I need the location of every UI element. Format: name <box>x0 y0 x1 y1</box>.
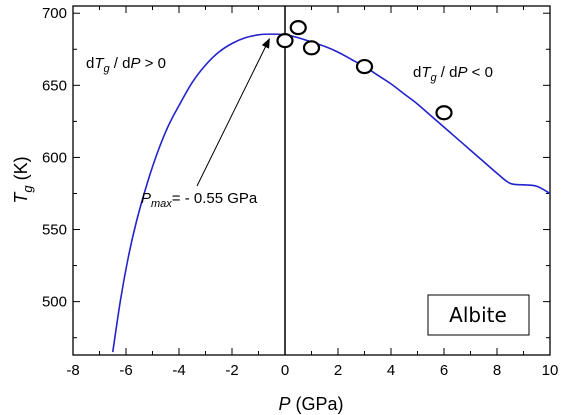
x-tick-label: 10 <box>542 362 559 379</box>
data-point <box>276 33 294 49</box>
pmax-arrow <box>196 37 270 187</box>
y-tick-label: 600 <box>42 149 67 166</box>
x-tick-label: -8 <box>66 362 79 379</box>
y-tick-label: 700 <box>42 5 67 22</box>
y-tick-label: 650 <box>42 77 67 94</box>
x-tick-label: -6 <box>119 362 132 379</box>
annotation-left-region: dTg / dP > 0 <box>86 55 166 75</box>
x-tick-label: 8 <box>493 362 501 379</box>
x-tick-label: 6 <box>440 362 448 379</box>
tick-labels: -8 -6 -4 -2 0 2 4 6 8 10 500 550 600 650 700 <box>42 5 558 379</box>
y-tick-label: 550 <box>42 222 67 239</box>
x-tick-label: 2 <box>334 362 342 379</box>
y-axis-title: Tg (K) <box>11 156 35 203</box>
legend-label: Albite <box>449 303 507 327</box>
data-point <box>435 105 453 121</box>
x-tick-label: 0 <box>281 362 289 379</box>
legend-box <box>427 294 530 336</box>
x-axis-title: P (GPa) <box>278 394 343 414</box>
data-points <box>276 20 453 121</box>
data-point <box>302 40 321 56</box>
y-tick-label: 500 <box>42 294 67 311</box>
x-tick-label: -2 <box>225 362 238 379</box>
x-tick-label: 4 <box>387 362 395 379</box>
annotation-right-region: dTg / dP < 0 <box>413 64 493 84</box>
x-tick-label: -4 <box>172 362 185 379</box>
data-point <box>355 58 374 75</box>
data-point <box>289 20 307 36</box>
annotation-pmax: Pmax= - 0.55 GPa <box>141 190 258 210</box>
